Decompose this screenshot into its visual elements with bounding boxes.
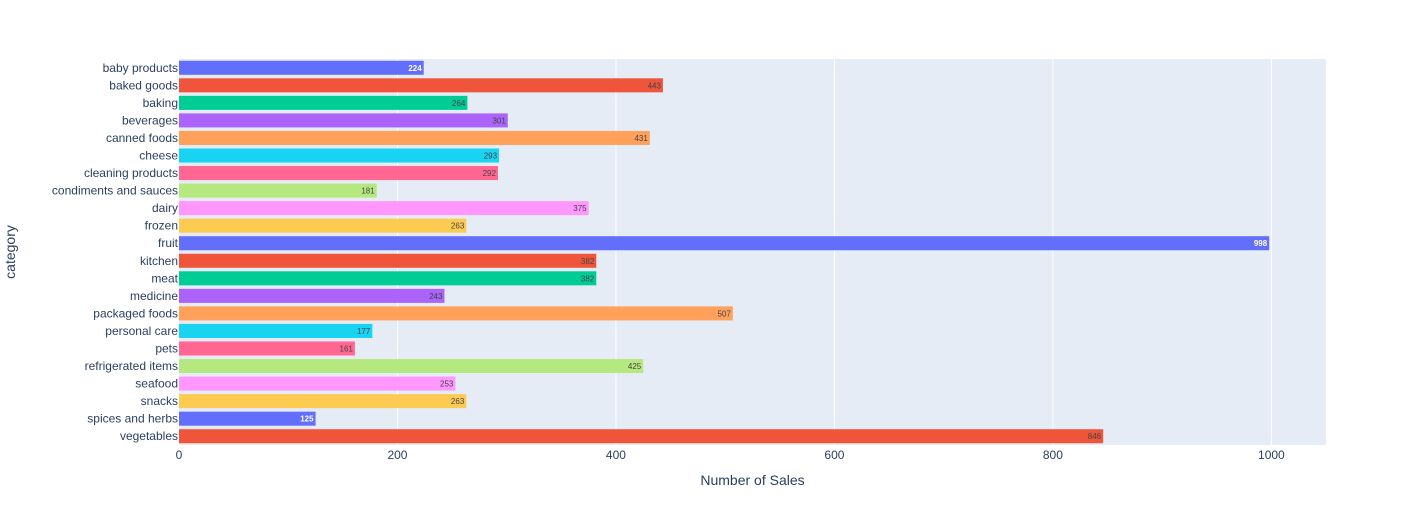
y-tick-label: frozen: [145, 219, 178, 233]
x-axis-title: Number of Sales: [700, 472, 804, 488]
bar-value-label: 264: [452, 99, 466, 108]
y-tick-label: baked goods: [109, 78, 178, 92]
bar-baby-products: [179, 60, 424, 75]
bar-value-label: 177: [357, 327, 371, 336]
bar-value-label: 263: [451, 397, 465, 406]
y-axis-tick-labels: baby products baked goods baking beverages c…: [52, 61, 179, 443]
y-tick-label: snacks: [141, 394, 178, 408]
bar-value-label: 443: [648, 81, 662, 90]
bar-value-label: 846: [1088, 432, 1102, 441]
bar-beverages: [179, 113, 508, 128]
bar-fruit: [179, 236, 1270, 251]
y-tick-label: beverages: [122, 113, 178, 127]
bar-value-labels: 224 443 264 301 431 293 292 181 375 263 998 382 382 2…: [300, 64, 1268, 441]
bar-packaged-foods: [179, 306, 733, 321]
y-tick-label: baking: [143, 96, 178, 110]
y-axis-title: category: [2, 225, 18, 279]
bar-pets: [179, 341, 355, 356]
bar-value-label: 382: [581, 257, 595, 266]
bar-cheese: [179, 148, 500, 163]
bar-dairy: [179, 201, 589, 216]
bar-medicine: [179, 288, 445, 303]
bar-personal-care: [179, 323, 373, 338]
x-tick-label: 0: [176, 448, 183, 462]
y-tick-label: kitchen: [140, 254, 178, 268]
y-tick-label: meat: [151, 271, 178, 285]
y-tick-label: packaged foods: [93, 306, 178, 320]
bar-value-label: 301: [492, 116, 506, 125]
bar-condiments-and-sauces: [179, 183, 377, 198]
bar-baked-goods: [179, 78, 663, 93]
y-tick-label: seafood: [135, 377, 178, 391]
bar-snacks: [179, 394, 467, 409]
bar-value-label: 161: [340, 345, 354, 354]
bar-kitchen: [179, 253, 597, 268]
bar-vegetables: [179, 429, 1104, 444]
bar-canned-foods: [179, 130, 650, 145]
bar-value-label: 263: [451, 222, 465, 231]
y-tick-label: cleaning products: [84, 166, 178, 180]
x-tick-label: 1000: [1258, 448, 1285, 462]
bar-value-label: 125: [300, 415, 314, 424]
bar-refrigerated-items: [179, 359, 644, 374]
bar-value-label: 998: [1254, 239, 1268, 248]
y-tick-label: pets: [155, 342, 178, 356]
x-axis-tick-labels: 0 200 400 600 800 1000: [176, 448, 1285, 462]
bar-value-label: 181: [361, 187, 375, 196]
y-tick-label: dairy: [152, 201, 178, 215]
bar-seafood: [179, 376, 456, 391]
x-tick-label: 600: [824, 448, 844, 462]
y-tick-label: canned foods: [106, 131, 178, 145]
bar-value-label: 375: [573, 204, 587, 213]
bar-value-label: 224: [408, 64, 422, 73]
bar-baking: [179, 95, 468, 110]
y-tick-label: medicine: [130, 289, 178, 303]
y-tick-label: fruit: [158, 236, 179, 250]
bar-value-label: 293: [484, 152, 498, 161]
bar-value-label: 431: [634, 134, 648, 143]
bar-spices-and-herbs: [179, 411, 316, 426]
y-tick-label: condiments and sauces: [52, 184, 178, 198]
x-tick-label: 400: [606, 448, 626, 462]
bar-cleaning-products: [179, 166, 498, 181]
y-tick-label: cheese: [139, 149, 178, 163]
y-tick-label: spices and herbs: [87, 412, 178, 426]
bars: [179, 60, 1270, 444]
y-tick-label: personal care: [105, 324, 178, 338]
x-tick-label: 800: [1043, 448, 1063, 462]
bar-meat: [179, 271, 597, 286]
bar-value-label: 382: [581, 274, 595, 283]
y-tick-label: baby products: [103, 61, 178, 75]
bar-value-label: 507: [717, 309, 731, 318]
x-tick-label: 200: [387, 448, 407, 462]
bar-frozen: [179, 218, 467, 233]
y-tick-label: vegetables: [120, 429, 178, 443]
y-tick-label: refrigerated items: [85, 359, 178, 373]
bar-value-label: 425: [628, 362, 642, 371]
bar-value-label: 243: [429, 292, 443, 301]
bar-value-label: 292: [483, 169, 497, 178]
bar-value-label: 253: [440, 380, 454, 389]
